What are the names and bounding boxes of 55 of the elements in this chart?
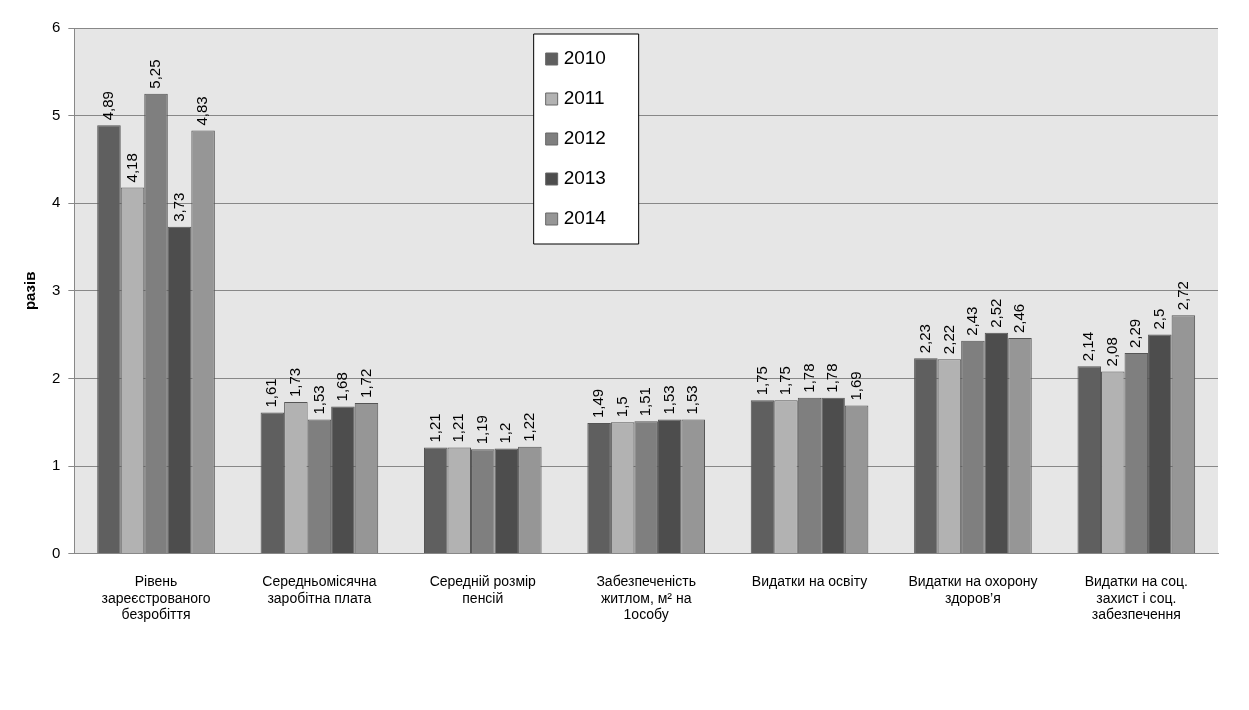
data-label: 4,89 <box>99 91 117 121</box>
data-label: 2,5 <box>1149 308 1167 330</box>
data-label: 2,23 <box>916 324 934 354</box>
x-tick-label: Середньомісячна заробітна плата <box>262 572 377 606</box>
x-tick-label: Видатки на соц. захист і соц. забезпечення <box>1084 572 1188 623</box>
data-label: 1,69 <box>846 371 864 401</box>
y-tick-label: 3 <box>52 280 61 298</box>
data-label: 3,73 <box>169 192 187 222</box>
data-label: 1,51 <box>636 387 654 417</box>
data-label: 1,19 <box>472 415 490 445</box>
data-label: 2,52 <box>986 298 1004 328</box>
legend-label: 2010 <box>563 47 606 69</box>
data-label: 1,21 <box>449 413 467 443</box>
data-label: 2,43 <box>963 306 981 336</box>
y-tick-label: 6 <box>52 18 61 36</box>
data-label: 1,53 <box>309 385 327 415</box>
data-label: 1,68 <box>333 372 351 402</box>
y-tick-label: 5 <box>52 105 61 123</box>
legend-label: 2013 <box>563 167 606 189</box>
data-label: 2,22 <box>939 324 957 355</box>
data-label: 1,73 <box>286 367 304 398</box>
data-label: 5,25 <box>146 59 164 89</box>
data-label: 1,22 <box>519 412 537 442</box>
data-label: 2,72 <box>1173 281 1191 311</box>
data-label: 2,46 <box>1010 303 1028 334</box>
data-label: 1,2 <box>496 422 514 444</box>
data-label: 1,5 <box>612 396 630 418</box>
data-label: 4,18 <box>122 153 140 183</box>
y-tick-label: 1 <box>52 456 61 474</box>
data-label: 1,72 <box>356 368 374 398</box>
legend-label: 2011 <box>563 87 605 109</box>
data-label: 1,75 <box>776 366 794 396</box>
y-tick-label: 2 <box>52 368 61 386</box>
legend-label: 2012 <box>563 127 606 149</box>
data-label: 1,53 <box>659 385 677 415</box>
x-tick-label: Видатки на охорону здоров’я <box>908 572 1038 606</box>
data-label: 2,14 <box>1079 331 1097 362</box>
data-label: 2,08 <box>1102 337 1120 367</box>
y-axis-title: разів <box>21 271 39 311</box>
data-label: 1,21 <box>425 413 443 443</box>
data-label: 1,78 <box>799 363 817 393</box>
data-label: 1,61 <box>262 378 280 408</box>
x-tick-label: Рівень зареєстрованого безробіття <box>101 572 211 623</box>
x-tick-label: Забезпеченість житлом, м² на 1особу <box>596 572 696 623</box>
legend-label: 2014 <box>563 207 607 229</box>
x-tick-label: Середній розмір пенсій <box>429 572 537 606</box>
data-label: 1,53 <box>683 385 701 415</box>
x-tick-label: Видатки на освіту <box>751 572 868 589</box>
y-tick-label: 0 <box>52 543 61 561</box>
data-label: 4,83 <box>193 96 211 126</box>
data-label: 1,49 <box>589 388 607 419</box>
data-label: 2,29 <box>1126 318 1144 348</box>
y-tick-label: 4 <box>52 193 61 211</box>
data-label: 1,75 <box>752 366 770 396</box>
data-label: 1,78 <box>823 363 841 393</box>
